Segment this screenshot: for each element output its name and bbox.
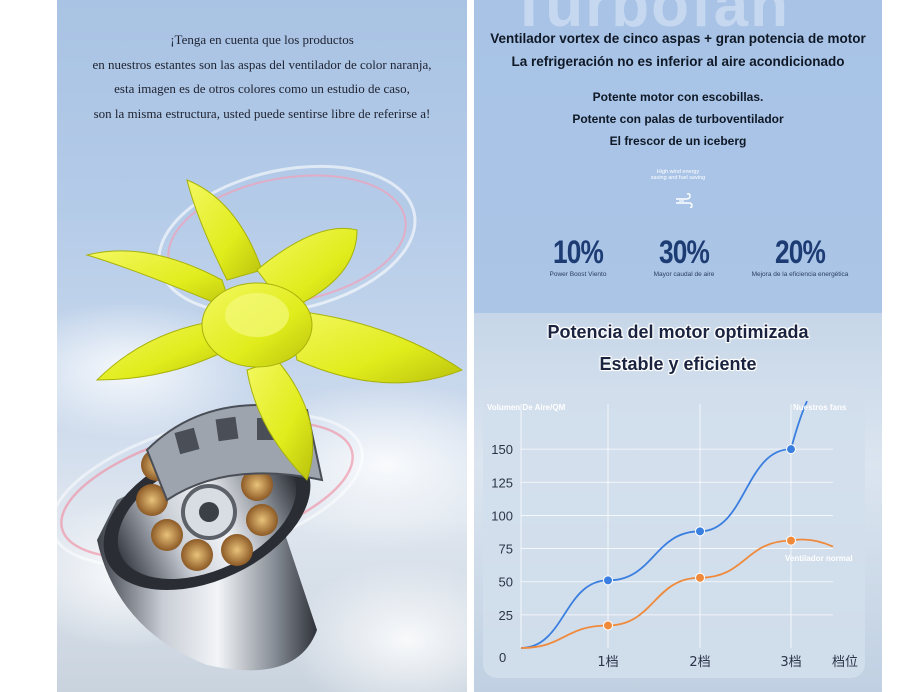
energy-caption: High wind energy saving and fuel saving	[628, 169, 728, 181]
series-line-0	[520, 400, 808, 649]
energy-caption-line: saving and fuel saving	[650, 175, 706, 181]
stat-label: Mayor caudal de aire	[653, 271, 715, 278]
headline: Ventilador vortex de cinco aspas + gran …	[474, 27, 882, 73]
notice-line: en nuestros estantes son las aspas del v…	[92, 56, 432, 72]
origin-label: 0	[499, 650, 506, 665]
data-point	[695, 526, 705, 537]
feature-item: El frescor de un iceberg	[609, 134, 747, 148]
energy-caption-line: High wind energy	[656, 169, 700, 175]
watermark-text: Turbofan	[510, 0, 791, 40]
headline-line-2: La refrigeración no es inferior al aire …	[511, 54, 845, 69]
x-tick-label: 3档	[780, 655, 801, 670]
stat-airflow: 30% Mayor caudal de aire	[626, 234, 742, 278]
wind-icon	[676, 193, 693, 209]
x-tick-label: 2档	[689, 655, 710, 670]
y-tick-label: 150	[491, 442, 513, 457]
y-tick-label: 50	[499, 575, 513, 590]
y-axis-label: Volumen De Aire/QM	[487, 403, 566, 412]
notice-line: esta imagen es de otros colores como un …	[114, 81, 410, 96]
series-label: Ventilador normal	[785, 554, 853, 563]
data-point	[786, 444, 796, 455]
chart-card: 25 50 75 100 125 150 Volumen De Aire/QM 0 1档 2档 3档…	[483, 386, 865, 678]
y-tick-label: 25	[499, 608, 513, 623]
data-point	[786, 535, 796, 546]
data-point	[603, 620, 613, 631]
stat-value: 30%	[658, 234, 710, 270]
notice-line: ¡Tenga en cuenta que los productos	[170, 32, 354, 47]
feature-item: Potente motor con escobillas.	[592, 90, 764, 104]
feature-item: Potente con palas de turboventilador	[572, 112, 784, 126]
y-tick-label: 125	[491, 475, 513, 490]
features-panel: Turbofan Ventilador vortex de cinco aspa…	[474, 0, 882, 313]
x-tick-label: 1档	[597, 655, 618, 670]
stat-label: Mejora de la eficiencia energética	[751, 271, 849, 278]
feature-list: Potente motor con escobillas. Potente co…	[474, 86, 882, 152]
stat-label: Power Boost Viento	[549, 271, 607, 278]
chart-subtitle: Estable y eficiente	[599, 354, 757, 374]
chart-panel: Potencia del motor optimizada Estable y …	[474, 313, 882, 692]
stat-value: 20%	[774, 234, 826, 270]
data-point	[603, 575, 613, 586]
x-axis-label: 档位	[832, 655, 858, 670]
stat-wind-boost: 10% Power Boost Viento	[518, 234, 638, 278]
notice-text: ¡Tenga en cuenta que los productos en nu…	[57, 28, 467, 126]
y-tick-label: 75	[499, 542, 513, 557]
product-image-panel: ¡Tenga en cuenta que los productos en nu…	[57, 0, 467, 692]
stat-value: 10%	[552, 234, 604, 270]
airflow-line-chart: 25 50 75 100 125 150 Volumen De Aire/QM 0 1档 2档 3档…	[487, 400, 858, 670]
series-label: Nuestros fans	[793, 403, 847, 412]
chart-title: Potencia del motor optimizada	[547, 322, 809, 342]
fan-motor-illustration	[57, 164, 464, 671]
y-tick-label: 100	[491, 508, 513, 523]
headline-line-1: Ventilador vortex de cinco aspas + gran …	[490, 31, 866, 46]
stat-efficiency: 20% Mejora de la eficiencia energética	[730, 234, 870, 278]
data-point	[695, 572, 705, 583]
fan-blades	[85, 179, 464, 481]
notice-line: son la misma estructura, usted puede sen…	[93, 105, 431, 121]
